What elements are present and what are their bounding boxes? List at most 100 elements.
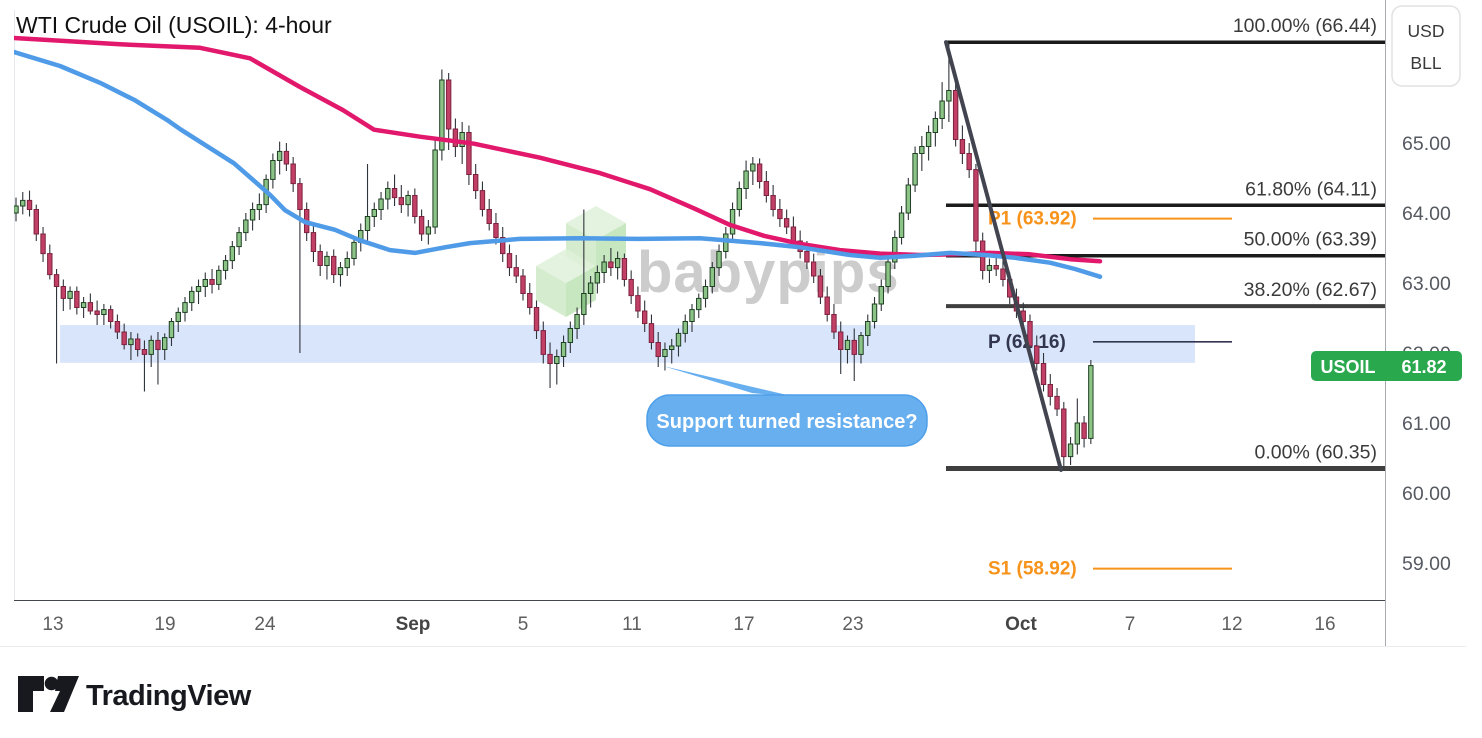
candles-layer <box>14 42 1094 467</box>
candle <box>351 237 357 266</box>
date-tick-label: 7 <box>1125 614 1136 635</box>
candle-body <box>560 342 567 357</box>
callout-tail <box>663 366 800 398</box>
candle <box>973 164 979 252</box>
candle <box>283 143 290 171</box>
candle-body <box>770 195 776 210</box>
candle-body <box>641 310 648 325</box>
candle <box>898 206 905 245</box>
candle-body <box>189 290 195 304</box>
candle-body <box>195 286 202 292</box>
candle <box>74 286 80 315</box>
candle <box>662 342 668 371</box>
candle <box>560 335 567 367</box>
candle <box>810 253 817 283</box>
candle-body <box>1081 422 1087 439</box>
candle-body <box>865 321 871 336</box>
candle <box>412 188 418 224</box>
candle <box>101 304 107 325</box>
candle <box>533 300 540 339</box>
candle <box>628 270 634 304</box>
candle-body <box>452 128 459 147</box>
candle <box>1034 335 1040 371</box>
time-axis-labels[interactable]: 13 19 24 Sep 5 11 17 23 Oct 7 12 16 <box>42 614 1335 635</box>
candlestick-chart-canvas[interactable]: babypips P1 (63.92)P (62.16)S1 (58.92) S… <box>0 0 1482 660</box>
candle-body <box>445 79 452 130</box>
candle <box>162 333 168 360</box>
candle-body <box>500 237 506 255</box>
fib-label: 0.00% (60.35) <box>1255 442 1378 464</box>
support-resistance-zone <box>60 325 1195 363</box>
candle-body <box>270 160 276 180</box>
candle-body <box>952 90 959 140</box>
candle-body <box>804 251 810 263</box>
last-price-value: 61.82 <box>1401 357 1446 377</box>
candle <box>675 328 682 357</box>
candle <box>729 202 736 241</box>
candle-body <box>148 339 154 355</box>
candle-body <box>80 302 87 309</box>
candle-body <box>540 330 546 355</box>
candle-body <box>466 132 472 175</box>
candle <box>1000 260 1006 287</box>
candle-body <box>621 258 628 280</box>
candle <box>236 227 242 255</box>
candle-body <box>702 286 709 299</box>
candle <box>364 164 371 241</box>
candle <box>378 192 384 220</box>
candle-body <box>1027 321 1033 347</box>
babypips-cubes-logo <box>536 206 626 317</box>
candle-body <box>635 295 641 312</box>
candle <box>1088 360 1094 444</box>
candle <box>216 265 222 290</box>
candle-body <box>878 286 884 305</box>
candle <box>777 199 783 227</box>
candle <box>472 164 479 199</box>
candle <box>20 192 26 215</box>
candle <box>567 321 574 353</box>
candle <box>709 262 715 294</box>
candle-body <box>716 251 722 269</box>
candle-body <box>790 226 797 242</box>
candle <box>736 181 743 217</box>
candle-body <box>1047 384 1053 397</box>
date-tick-label: 23 <box>842 614 863 635</box>
candle-body <box>682 321 688 334</box>
footer-brand[interactable]: TradingView <box>0 660 1482 738</box>
price-tick-label: 64.00 <box>1402 203 1451 225</box>
date-tick-label: Oct <box>1005 614 1037 635</box>
candle <box>919 136 925 171</box>
candle-body <box>723 233 729 252</box>
candle-body <box>993 265 999 270</box>
unit-bottom-label: BLL <box>1410 53 1441 73</box>
candle-body <box>317 251 323 266</box>
trendline-layer <box>944 40 1063 472</box>
tradingview-logo[interactable]: TradingView <box>0 668 320 728</box>
candle-body <box>932 118 939 133</box>
candle <box>878 279 884 311</box>
candle-body <box>26 199 33 210</box>
candle-body <box>371 209 377 217</box>
candle <box>581 209 587 325</box>
candle-body <box>939 100 945 119</box>
moving-averages-layer <box>14 35 1103 279</box>
candle-body <box>851 339 857 355</box>
candle-body <box>141 349 148 355</box>
candle <box>500 227 506 262</box>
ma-blue <box>14 49 1103 279</box>
candle <box>540 321 546 364</box>
current-price-label[interactable]: USOIL 61.82 <box>1311 351 1462 381</box>
ma-pink <box>14 35 1103 264</box>
candle <box>783 209 790 234</box>
candle <box>871 297 878 329</box>
candle <box>276 141 283 175</box>
date-tick-label: 19 <box>154 614 175 635</box>
candle <box>128 332 134 360</box>
candle <box>831 304 837 339</box>
candle-body <box>581 293 587 315</box>
candle <box>641 300 648 332</box>
candle <box>838 321 844 374</box>
candle-body <box>1000 268 1006 280</box>
